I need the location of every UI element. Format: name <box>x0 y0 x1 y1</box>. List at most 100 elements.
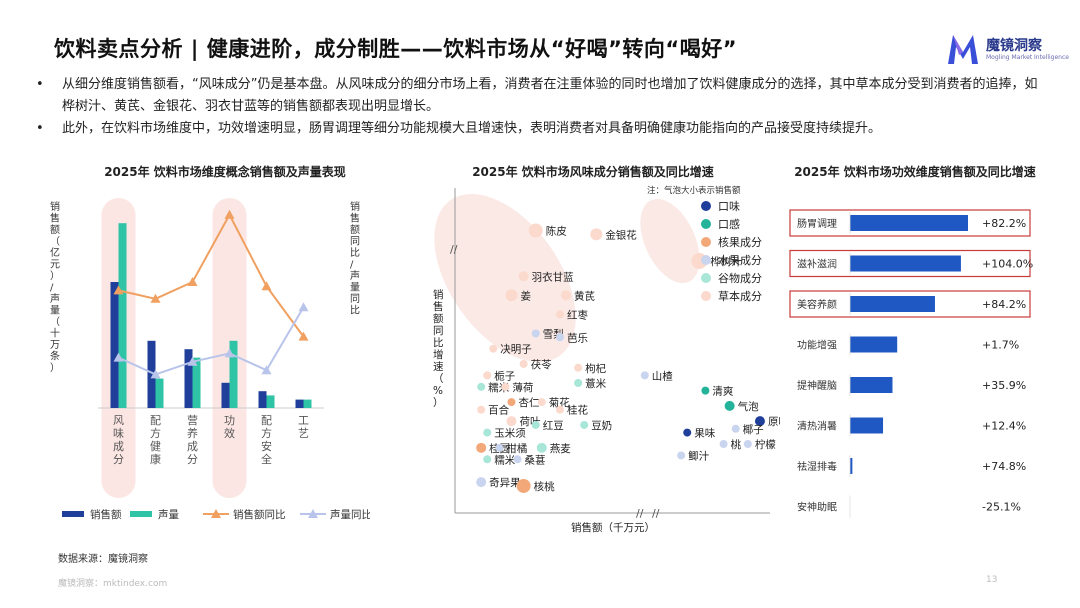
efficacy-row: 祛湿排毒 +74.8% <box>797 455 1026 477</box>
y-axis-right-label: 销售额同比/声量同比 <box>350 200 360 317</box>
marker-声量同比 <box>224 348 235 358</box>
bubble-label: 气泡 <box>738 400 759 413</box>
growth-label: +82.2% <box>982 217 1026 230</box>
bullet-item: 从细分维度销售额看，“风味成分”仍是基本盘。从风味成分的细分市场上看，消费者在注… <box>36 74 1046 118</box>
bubble-label: 菊花 <box>549 396 570 409</box>
bubble-label: 百合 <box>488 404 509 417</box>
bubble-菊花: 菊花 <box>537 396 570 409</box>
highlight-box <box>789 249 1031 278</box>
legend-item: 谷物成分 <box>701 271 762 285</box>
bubble-label: 桦树汁 <box>710 255 742 268</box>
bar-声量-工艺 <box>303 399 312 408</box>
bubble-label: 薏米 <box>585 377 606 390</box>
efficacy-row: 提神醒脑 +35.9% <box>797 374 1026 396</box>
bar-提神醒脑 <box>850 377 893 393</box>
efficacy-row: 安神助眠 -25.1% <box>797 495 1021 518</box>
bar-清热消暑 <box>850 417 884 434</box>
bubble-桑葚: 桑葚 <box>513 453 546 466</box>
bubble-label: 陈皮 <box>546 225 568 238</box>
bubble-label: 燕麦 <box>550 443 571 455</box>
bubble-label: 薄荷 <box>512 381 533 394</box>
bubble-label: 玉米须 <box>494 427 526 440</box>
bubble-百合: 百合 <box>477 404 510 417</box>
brand-logo: 魔镜洞察 Mogling Market Intelligence <box>946 32 1069 66</box>
bubble-label: 椰子 <box>743 423 764 436</box>
bubble-label: 柑橘 <box>506 442 528 455</box>
legend-item: 销售额 <box>62 508 122 521</box>
bubble-原味: 原味 <box>754 416 780 428</box>
bullet-item: 此外，在饮料市场维度中，功效增速明显，肠胃调理等细分功能规模大且增速快，表明消费… <box>36 118 1046 140</box>
bubble-薏米: 薏米 <box>574 377 607 390</box>
efficacy-row: 滋补滋润 +104.0% <box>789 249 1033 278</box>
bubble-label: 豆奶 <box>591 420 612 432</box>
legend-label: 谷物成分 <box>718 271 762 285</box>
bubble-label: 杏仁 <box>518 396 539 409</box>
flavor-bubble-chart: 2025年 饮料市场风味成分销售额及同比增速 注：气泡大小表示销售额 // // /… <box>433 164 780 534</box>
page-title: 饮料卖点分析 | 健康进阶，成分制胜——饮料市场从“好喝”转向“喝好” <box>54 37 737 61</box>
bubble-决明子: 决明子 <box>489 344 532 356</box>
bubble-奇异果: 奇异果 <box>476 476 521 489</box>
bubble-气泡: 气泡 <box>724 400 759 413</box>
bubble-label: 黄芪 <box>574 289 595 302</box>
data-source: 数据来源：魔镜洞察 <box>58 554 148 565</box>
bubble-红枣: 红枣 <box>555 308 588 321</box>
x-tick-label: 工艺 <box>298 414 309 440</box>
bar-销售额-工艺 <box>295 399 304 408</box>
axis-break-icon: // <box>450 243 458 256</box>
bubble-label: 姜 <box>520 289 531 302</box>
bar-功能增强 <box>850 336 898 353</box>
logo-mark-icon <box>948 35 978 64</box>
bubble-桂圆: 桂圆 <box>476 442 510 455</box>
axis-break-icon: // <box>652 507 660 520</box>
legend-item: 声量 <box>130 508 179 521</box>
marker-销售额同比 <box>298 331 309 341</box>
bar-祛湿排毒 <box>850 458 853 474</box>
bar-肠胃调理 <box>850 215 968 231</box>
marker-销售额同比 <box>113 285 124 295</box>
logo-subtitle: Mogling Market Intelligence <box>986 54 1069 61</box>
efficacy-row: 清热消暑 +12.4% <box>797 414 1026 437</box>
growth-label: +1.7% <box>982 339 1019 352</box>
legend-label: 销售额 <box>90 508 122 521</box>
chart3-title: 2025年 饮料市场功效维度销售额及同比增速 <box>794 164 1036 179</box>
legend-item: 声量同比 <box>300 508 370 521</box>
bubble-label: 茯苓 <box>531 358 553 371</box>
legend-label: 声量 <box>158 508 179 521</box>
category-label: 提神醒脑 <box>797 379 837 392</box>
growth-label: -25.1% <box>982 501 1021 514</box>
bubble-label: 栀子 <box>494 369 515 382</box>
bubble-燕麦: 燕麦 <box>536 442 571 455</box>
legend-label: 口味 <box>718 200 740 213</box>
bubble-label: 柠檬 <box>755 438 776 451</box>
bubble-label: 羽衣甘蓝 <box>532 270 574 283</box>
bubble-玉米须: 玉米须 <box>483 427 526 440</box>
x-tick-label: 风味成分 <box>113 414 124 466</box>
bubble-label: 芭乐 <box>567 331 588 344</box>
bubble-黄芪: 黄芪 <box>561 289 595 302</box>
bubble-label: 红豆 <box>543 419 564 432</box>
growth-label: +35.9% <box>982 379 1026 392</box>
y-axis-left-label: 销售额（亿元）/声量（十万条） <box>50 200 60 374</box>
legend-item: 草本成分 <box>701 289 762 303</box>
line-销售额同比 <box>118 212 305 338</box>
x-axis-label: 销售额（千万元） <box>571 521 655 534</box>
marker-销售额同比 <box>261 281 272 291</box>
category-label: 祛湿排毒 <box>797 460 837 473</box>
footer-url: 魔镜洞察：mktindex.com <box>58 579 168 589</box>
bubble-label: 红枣 <box>567 308 588 321</box>
bubble-label: 桑葚 <box>525 453 546 466</box>
bar-声量-功效 <box>229 340 238 408</box>
legend-item: 水果成分 <box>701 254 762 267</box>
bubble-栀子: 栀子 <box>483 369 515 382</box>
bubble-label: 果味 <box>694 428 716 440</box>
x-tick-label: 营养成分 <box>187 413 198 466</box>
bar-声量-配方健康 <box>155 378 164 408</box>
axis-break-icon: // <box>636 507 644 520</box>
bubble-姜: 姜 <box>505 289 531 302</box>
marker-声量同比 <box>261 365 272 375</box>
logo-name: 魔镜洞察 <box>986 38 1042 54</box>
bubble-山楂: 山楂 <box>640 369 673 382</box>
bar-声量-营养成分 <box>192 357 201 408</box>
bubble-label: 清爽 <box>712 385 733 398</box>
growth-label: +74.8% <box>982 460 1026 473</box>
